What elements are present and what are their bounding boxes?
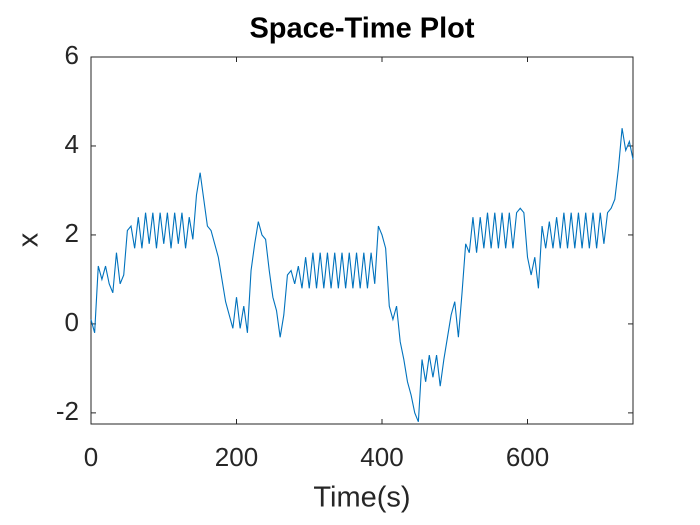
chart-title: Space-Time Plot (249, 13, 474, 45)
axes-box (90, 56, 634, 425)
y-tick-label: 0 (65, 307, 79, 337)
x-tick-label: 600 (506, 442, 549, 472)
x-axis-label: Time(s) (313, 482, 410, 514)
data-line (90, 128, 634, 422)
y-tick-label: 4 (65, 129, 79, 159)
y-tick-label: -2 (56, 396, 79, 426)
x-tick-label: 200 (215, 442, 258, 472)
y-tick-label: 2 (65, 218, 79, 248)
x-tick-label: 0 (84, 442, 98, 472)
x-tick-label: 400 (360, 442, 403, 472)
y-axis-label: x (13, 232, 45, 247)
y-tick-label: 6 (65, 40, 79, 70)
